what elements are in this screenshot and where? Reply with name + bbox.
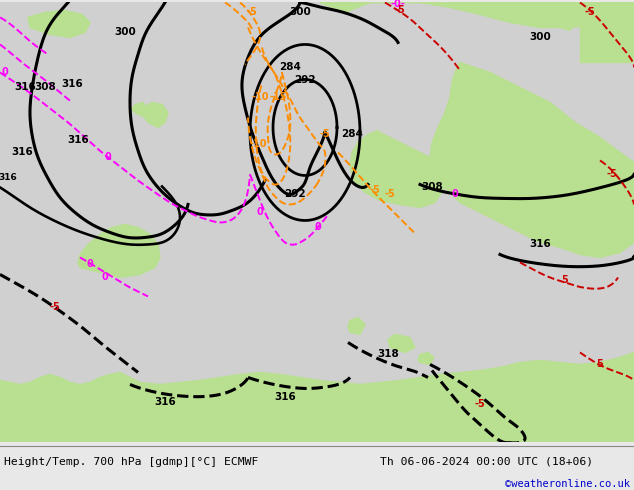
Polygon shape (143, 102, 168, 127)
Polygon shape (320, 2, 634, 27)
Text: 316: 316 (61, 79, 83, 90)
Text: -5: -5 (394, 5, 405, 16)
Text: -5: -5 (247, 7, 257, 18)
Polygon shape (430, 62, 634, 257)
Text: -0-: -0- (391, 0, 405, 9)
Text: 292: 292 (284, 190, 306, 199)
Text: -10: -10 (251, 93, 269, 102)
Text: 300: 300 (529, 32, 551, 43)
Text: 292: 292 (294, 75, 316, 85)
Text: 300: 300 (114, 27, 136, 37)
Text: Height/Temp. 700 hPa [gdmp][°C] ECMWF: Height/Temp. 700 hPa [gdmp][°C] ECMWF (4, 457, 259, 467)
Polygon shape (350, 130, 450, 207)
Text: -5: -5 (475, 399, 486, 410)
Text: 316: 316 (154, 397, 176, 408)
Text: 0: 0 (257, 207, 263, 218)
Polygon shape (132, 102, 148, 118)
Text: -5: -5 (585, 7, 595, 18)
Text: 5: 5 (562, 275, 568, 286)
Polygon shape (418, 352, 434, 365)
Text: 316: 316 (11, 147, 33, 157)
Text: -5: -5 (49, 302, 60, 313)
Text: 0: 0 (101, 272, 108, 282)
Text: 300: 300 (289, 7, 311, 18)
Text: ©weatheronline.co.uk: ©weatheronline.co.uk (505, 479, 630, 489)
Text: -10: -10 (249, 140, 267, 149)
Text: 308: 308 (34, 82, 56, 93)
Text: 316: 316 (274, 392, 296, 402)
Text: -5: -5 (607, 170, 618, 179)
Text: Th 06-06-2024 00:00 UTC (18+06): Th 06-06-2024 00:00 UTC (18+06) (380, 457, 593, 467)
Text: 0: 0 (2, 68, 8, 77)
Text: 284: 284 (279, 62, 301, 73)
Text: 316: 316 (0, 173, 17, 182)
Text: -5: -5 (320, 129, 330, 140)
Text: 5: 5 (597, 360, 604, 369)
Text: 0: 0 (314, 222, 321, 232)
Text: 316: 316 (14, 82, 36, 93)
Text: 318: 318 (377, 349, 399, 360)
Polygon shape (78, 224, 160, 277)
Polygon shape (348, 318, 365, 335)
Text: 308: 308 (421, 182, 443, 193)
Polygon shape (0, 352, 634, 442)
Text: 316: 316 (529, 240, 551, 249)
Text: 0: 0 (105, 152, 112, 163)
Text: 284: 284 (341, 129, 363, 140)
Polygon shape (388, 335, 415, 352)
Text: 0: 0 (87, 260, 93, 270)
Polygon shape (28, 10, 90, 37)
Text: 316: 316 (67, 135, 89, 146)
Text: -15: -15 (269, 93, 287, 102)
Bar (580, 2, 634, 62)
Text: 0: 0 (451, 190, 458, 199)
Polygon shape (558, 18, 575, 30)
Text: -5: -5 (370, 185, 380, 196)
Text: -5: -5 (385, 190, 396, 199)
